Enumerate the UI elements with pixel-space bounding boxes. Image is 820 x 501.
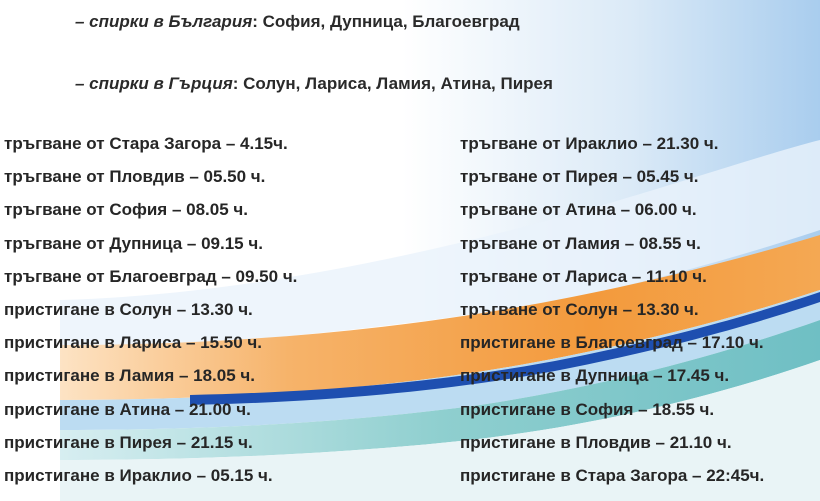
schedule-row: пристигане в Пловдив – 21.10 ч. — [460, 432, 732, 452]
schedule-row: пристигане в Солун – 13.30 ч. — [4, 299, 253, 319]
schedule-outbound: тръгване от Стара Загора – 4.15ч. тръгва… — [4, 134, 297, 499]
schedule-row: тръгване от Ираклио – 21.30 ч. — [460, 134, 719, 153]
schedule-row: тръгване от Дупница – 09.15 ч. — [4, 233, 263, 253]
schedule-row: тръгване от Стара Загора – 4.15ч. — [4, 134, 288, 153]
schedule-row: тръгване от Благоевград – 09.50 ч. — [4, 266, 298, 286]
stops-greece-label: – спирки в Гърция — [75, 74, 233, 93]
schedule-row: тръгване от Пловдив – 05.50 ч. — [4, 167, 266, 187]
schedule-row: пристигане в Благоевград – 17.10 ч. — [460, 333, 764, 353]
schedule-row: тръгване от София – 08.05 ч. — [4, 200, 248, 220]
schedule-row: пристигане в Ламия – 18.05 ч. — [4, 366, 255, 386]
schedule-row: пристигане в Лариса – 15.50 ч. — [4, 333, 263, 353]
stops-bulgaria-line: – спирки в България: София, Дупница, Бла… — [75, 12, 520, 32]
schedule-row: тръгване от Пирея – 05.45 ч. — [460, 167, 699, 187]
stops-bulgaria-list: : София, Дупница, Благоевград — [252, 12, 520, 31]
schedule-row: пристигане в Стара Загора – 22:45ч. — [460, 465, 765, 485]
stops-greece-list: : Солун, Лариса, Ламия, Атина, Пирея — [232, 74, 553, 93]
schedule-row: тръгване от Атина – 06.00 ч. — [460, 200, 697, 220]
schedule-return: тръгване от Ираклио – 21.30 ч. тръгване … — [460, 134, 764, 499]
schedule-row: пристигане в Пирея – 21.15 ч. — [4, 432, 253, 452]
stops-greece-line: – спирки в Гърция: Солун, Лариса, Ламия,… — [75, 74, 553, 94]
schedule-row: пристигане в Атина – 21.00 ч. — [4, 399, 251, 419]
schedule-row: тръгване от Лариса – 11.10 ч. — [460, 266, 707, 286]
schedule-row: пристигане в София – 18.55 ч. — [460, 399, 715, 419]
schedule-row: пристигане в Ираклио – 05.15 ч. — [4, 465, 273, 485]
schedule-row: тръгване от Ламия – 08.55 ч. — [460, 233, 701, 253]
stops-bulgaria-label: – спирки в България — [75, 12, 253, 31]
schedule-row: тръгване от Солун – 13.30 ч. — [460, 299, 699, 319]
schedule-row: пристигане в Дупница – 17.45 ч. — [460, 366, 730, 386]
